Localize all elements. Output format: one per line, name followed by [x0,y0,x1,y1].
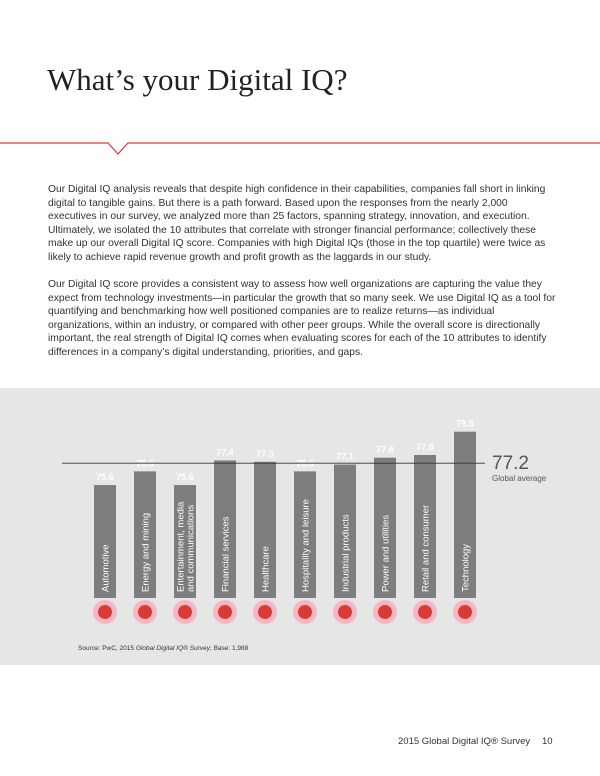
icon [378,605,392,619]
icon [138,605,152,619]
bar [294,471,316,598]
divider [0,142,600,155]
category-label: Power and utilities [381,515,392,592]
bar [214,460,236,598]
value-label: 77.4 [216,447,234,457]
value-label: 75.6 [96,472,114,482]
icon [178,605,192,619]
category-label: Healthcare [261,546,272,592]
paragraph: Our Digital IQ analysis reveals that des… [48,184,546,263]
category-label: and communications [186,505,197,592]
icon [298,605,312,619]
icon [458,605,472,619]
category-label: Entertainment, media [176,501,187,592]
chart: Source: PwC, 2015 Global Digital IQ® Sur… [0,388,600,665]
page-title: What’s your Digital IQ? [47,62,348,97]
paragraph: Our Digital IQ score provides a consiste… [48,279,556,358]
value-label: 77.1 [336,452,354,462]
bar [334,464,356,598]
category-label: Technology [461,544,472,592]
icon [258,605,272,619]
bar [174,485,196,598]
bar [454,431,476,598]
bar [374,457,396,598]
value-label: 79.5 [456,419,474,429]
category-label: Financial services [221,516,232,592]
icon [418,605,432,619]
category-label: Automotive [101,544,112,592]
reference-label: Global average [492,474,547,483]
footer-title: 2015 Global Digital IQ® Survey [398,736,531,747]
bar [134,471,156,598]
icon [98,605,112,619]
value-label: 75.6 [176,472,194,482]
category-label: Industrial products [341,514,352,592]
page-number: 10 [542,736,553,747]
bar [94,485,116,598]
value-label: 77.6 [376,445,394,455]
value-label: 77.8 [416,442,434,452]
bar [414,454,436,598]
category-label: Retail and consumer [421,505,432,592]
reference-value: 77.2 [492,453,529,474]
source: Source: PwC, 2015 Global Digital IQ® Sur… [78,644,249,652]
icon [218,605,232,619]
bar [254,461,276,598]
icon [338,605,352,619]
value-label: 77.3 [256,449,274,459]
category-label: Hospitality and leisure [301,499,312,592]
category-label: Energy and mining [141,513,152,592]
